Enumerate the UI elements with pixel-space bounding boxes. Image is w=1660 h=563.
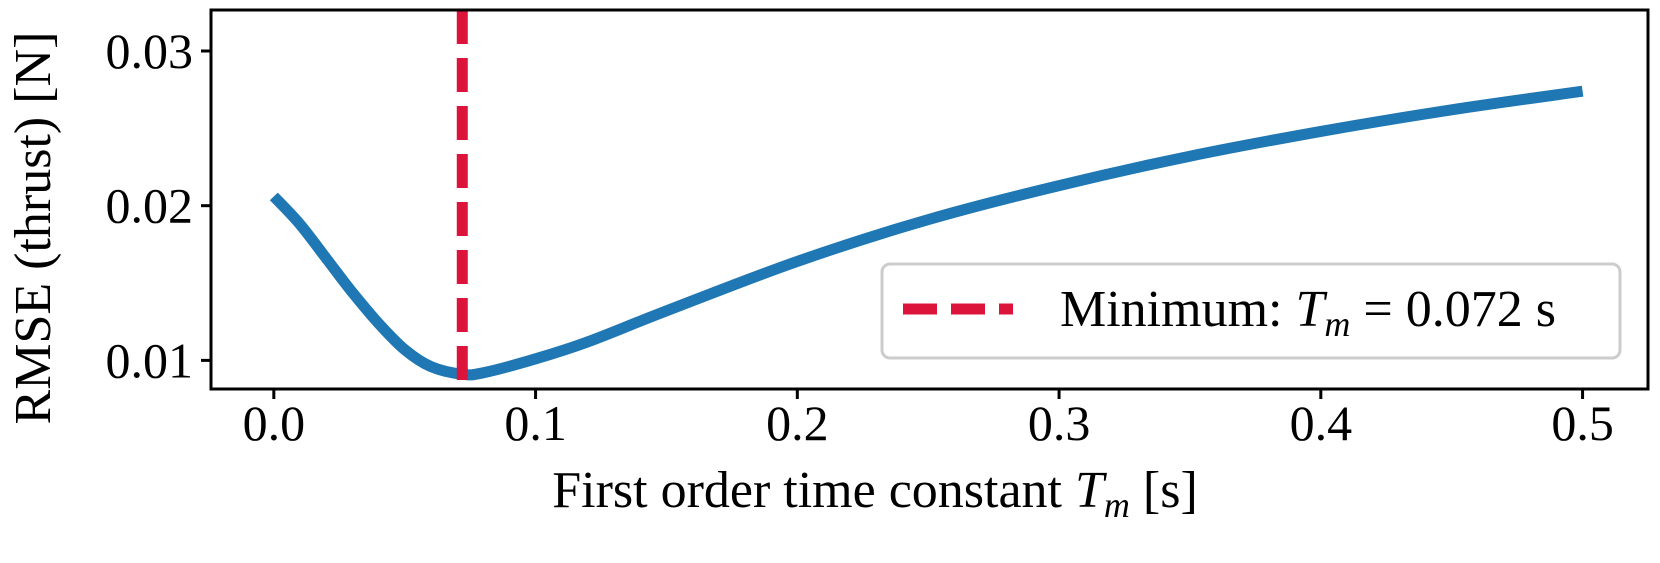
legend: Minimum: Tm = 0.072 s xyxy=(880,262,1622,360)
legend-box xyxy=(880,262,1622,360)
rmse-curve xyxy=(269,85,1584,381)
plot-area xyxy=(269,10,1584,389)
legend-label: Minimum: Tm = 0.072 s xyxy=(1060,281,1556,344)
y-tick-label: 0.01 xyxy=(106,332,194,388)
y-tick-label: 0.03 xyxy=(106,23,194,79)
x-tick-label: 0.4 xyxy=(1290,395,1353,451)
x-tick-label: 0.3 xyxy=(1028,395,1091,451)
x-tick-label: 0.2 xyxy=(766,395,829,451)
x-tick-label: 0.1 xyxy=(504,395,567,451)
y-tick-label: 0.02 xyxy=(106,178,194,234)
axes-frame xyxy=(209,8,1650,391)
x-axis-label: First order time constant Tm [s] xyxy=(552,462,1198,525)
x-tick-label: 0.5 xyxy=(1551,395,1614,451)
x-axis-ticks: 0.0 0.1 0.2 0.3 0.4 0.5 xyxy=(243,389,1614,451)
x-tick-label: 0.0 xyxy=(243,395,306,451)
y-axis-ticks: 0.01 0.02 0.03 xyxy=(106,23,211,388)
y-axis-label: RMSE (thrust) [N] xyxy=(5,32,62,425)
